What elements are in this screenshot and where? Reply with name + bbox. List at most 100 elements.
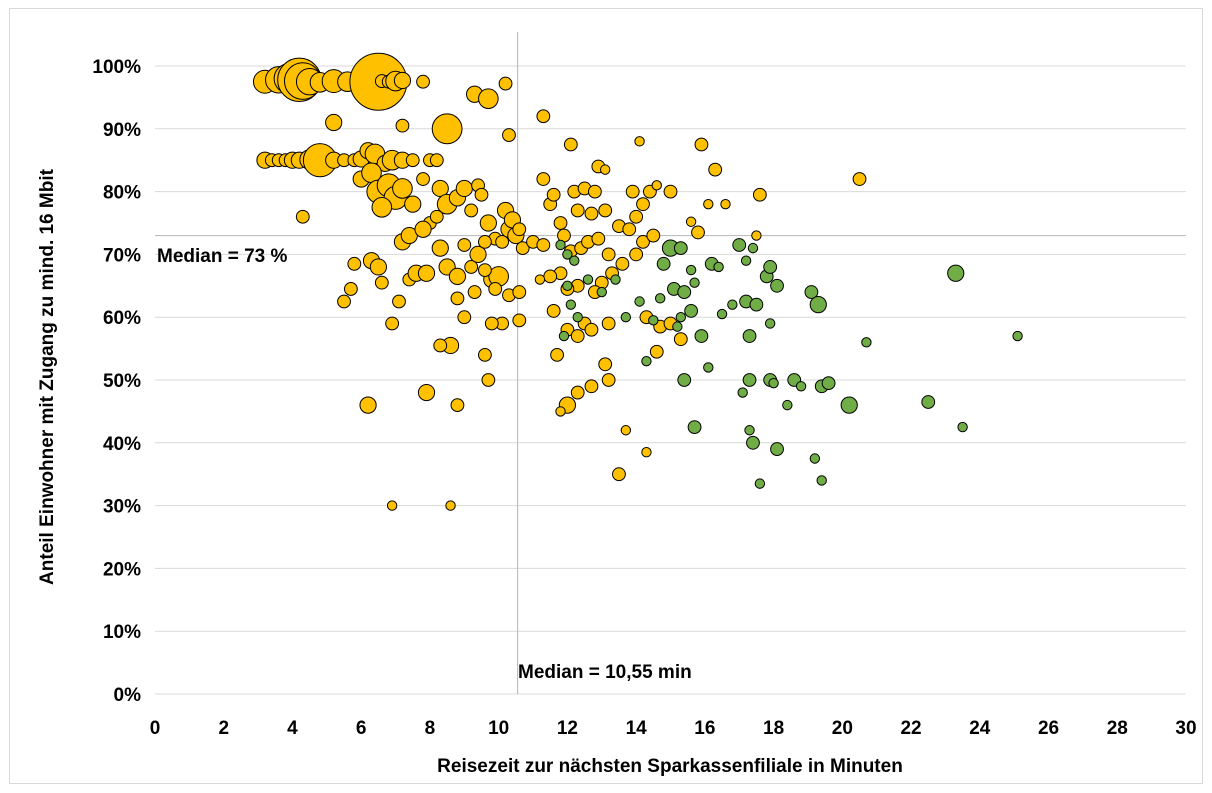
x-tick-label: 26: [1038, 718, 1059, 739]
data-point: [416, 74, 430, 89]
y-tick-label: 60%: [103, 308, 141, 329]
data-point: [598, 203, 613, 218]
data-point: [957, 421, 968, 433]
data-point: [654, 293, 666, 304]
x-tick-label: 6: [356, 718, 367, 739]
data-point: [478, 88, 499, 109]
data-point: [584, 322, 599, 337]
data-point: [746, 435, 760, 450]
data-point: [742, 373, 757, 387]
data-point: [720, 198, 731, 210]
x-tick-label: 14: [626, 718, 648, 739]
data-point: [610, 274, 621, 285]
y-tick-label: 70%: [103, 245, 141, 266]
data-point: [386, 500, 398, 511]
x-tick-label: 0: [150, 718, 161, 739]
data-point: [392, 294, 406, 309]
data-point: [478, 347, 492, 362]
data-point: [763, 260, 778, 274]
x-tick-label: 22: [900, 718, 921, 739]
data-point: [562, 280, 573, 291]
data-point: [550, 347, 564, 362]
data-point: [713, 261, 724, 273]
data-point: [393, 71, 412, 90]
data-point: [445, 500, 456, 511]
data-point: [672, 321, 683, 332]
data-point: [770, 442, 784, 456]
y-axis-title: Anteil Einwohner mit Zugang zu mind. 16 …: [37, 168, 58, 585]
data-point: [749, 297, 764, 312]
y-tick-label: 100%: [92, 57, 141, 78]
data-point: [804, 285, 819, 299]
data-point: [768, 377, 779, 389]
data-point: [703, 362, 714, 373]
x-tick-label: 16: [694, 718, 715, 739]
y-tick-label: 30%: [103, 497, 141, 518]
data-point: [512, 222, 527, 237]
y-tick-label: 0%: [114, 685, 142, 706]
data-point: [673, 241, 688, 256]
data-point: [634, 296, 645, 307]
data-point: [584, 379, 599, 394]
data-point: [675, 312, 687, 323]
data-point: [921, 395, 936, 409]
y-tick-label: 90%: [103, 120, 141, 141]
data-point: [673, 332, 688, 347]
data-point: [369, 258, 387, 276]
data-point: [481, 373, 496, 387]
data-point: [546, 304, 561, 318]
data-point: [634, 136, 645, 147]
data-point: [685, 216, 697, 227]
data-point: [337, 294, 351, 309]
data-point: [622, 222, 637, 237]
data-point: [555, 406, 566, 417]
data-point: [405, 153, 420, 168]
data-point: [404, 195, 422, 213]
y-tick-label: 80%: [103, 183, 141, 204]
data-point: [558, 330, 570, 342]
data-point: [677, 373, 692, 387]
data-point: [431, 239, 449, 257]
data-point: [488, 282, 503, 296]
data-point: [636, 234, 650, 249]
data-point: [536, 238, 551, 252]
x-axis-title: Reisezeit zur nächsten Sparkassenfiliale…: [437, 756, 903, 777]
x-tick-label: 18: [763, 718, 784, 739]
data-point: [732, 238, 747, 252]
data-point: [641, 447, 652, 458]
data-point: [598, 357, 613, 372]
data-point: [747, 242, 759, 254]
x-tick-label: 24: [969, 718, 991, 739]
data-point: [464, 260, 479, 274]
median-lines: [155, 32, 1186, 694]
data-point: [374, 275, 389, 290]
data-point: [600, 164, 611, 175]
data-point: [691, 225, 705, 240]
data-point: [457, 238, 472, 252]
data-point: [649, 344, 664, 359]
data-point: [629, 209, 644, 224]
data-point: [448, 267, 467, 285]
data-point: [742, 329, 757, 343]
y-tick-label: 20%: [103, 559, 141, 580]
data-point: [656, 256, 671, 271]
data-point: [474, 187, 489, 202]
data-point: [555, 239, 566, 251]
data-point: [582, 274, 594, 285]
median-y-label: Median = 73 %: [157, 246, 288, 267]
x-tick-label: 8: [425, 718, 436, 739]
data-point: [689, 277, 700, 288]
data-point: [543, 269, 558, 284]
data-point: [821, 376, 836, 391]
data-point: [744, 425, 755, 436]
data-point: [727, 299, 738, 310]
data-point: [770, 278, 784, 293]
data-point: [502, 128, 516, 142]
data-point: [464, 203, 479, 218]
data-point: [708, 162, 723, 177]
data-point: [455, 179, 473, 198]
x-tick-label: 2: [218, 718, 229, 739]
data-point: [684, 304, 699, 318]
data-point: [840, 396, 858, 414]
data-point: [414, 220, 432, 238]
